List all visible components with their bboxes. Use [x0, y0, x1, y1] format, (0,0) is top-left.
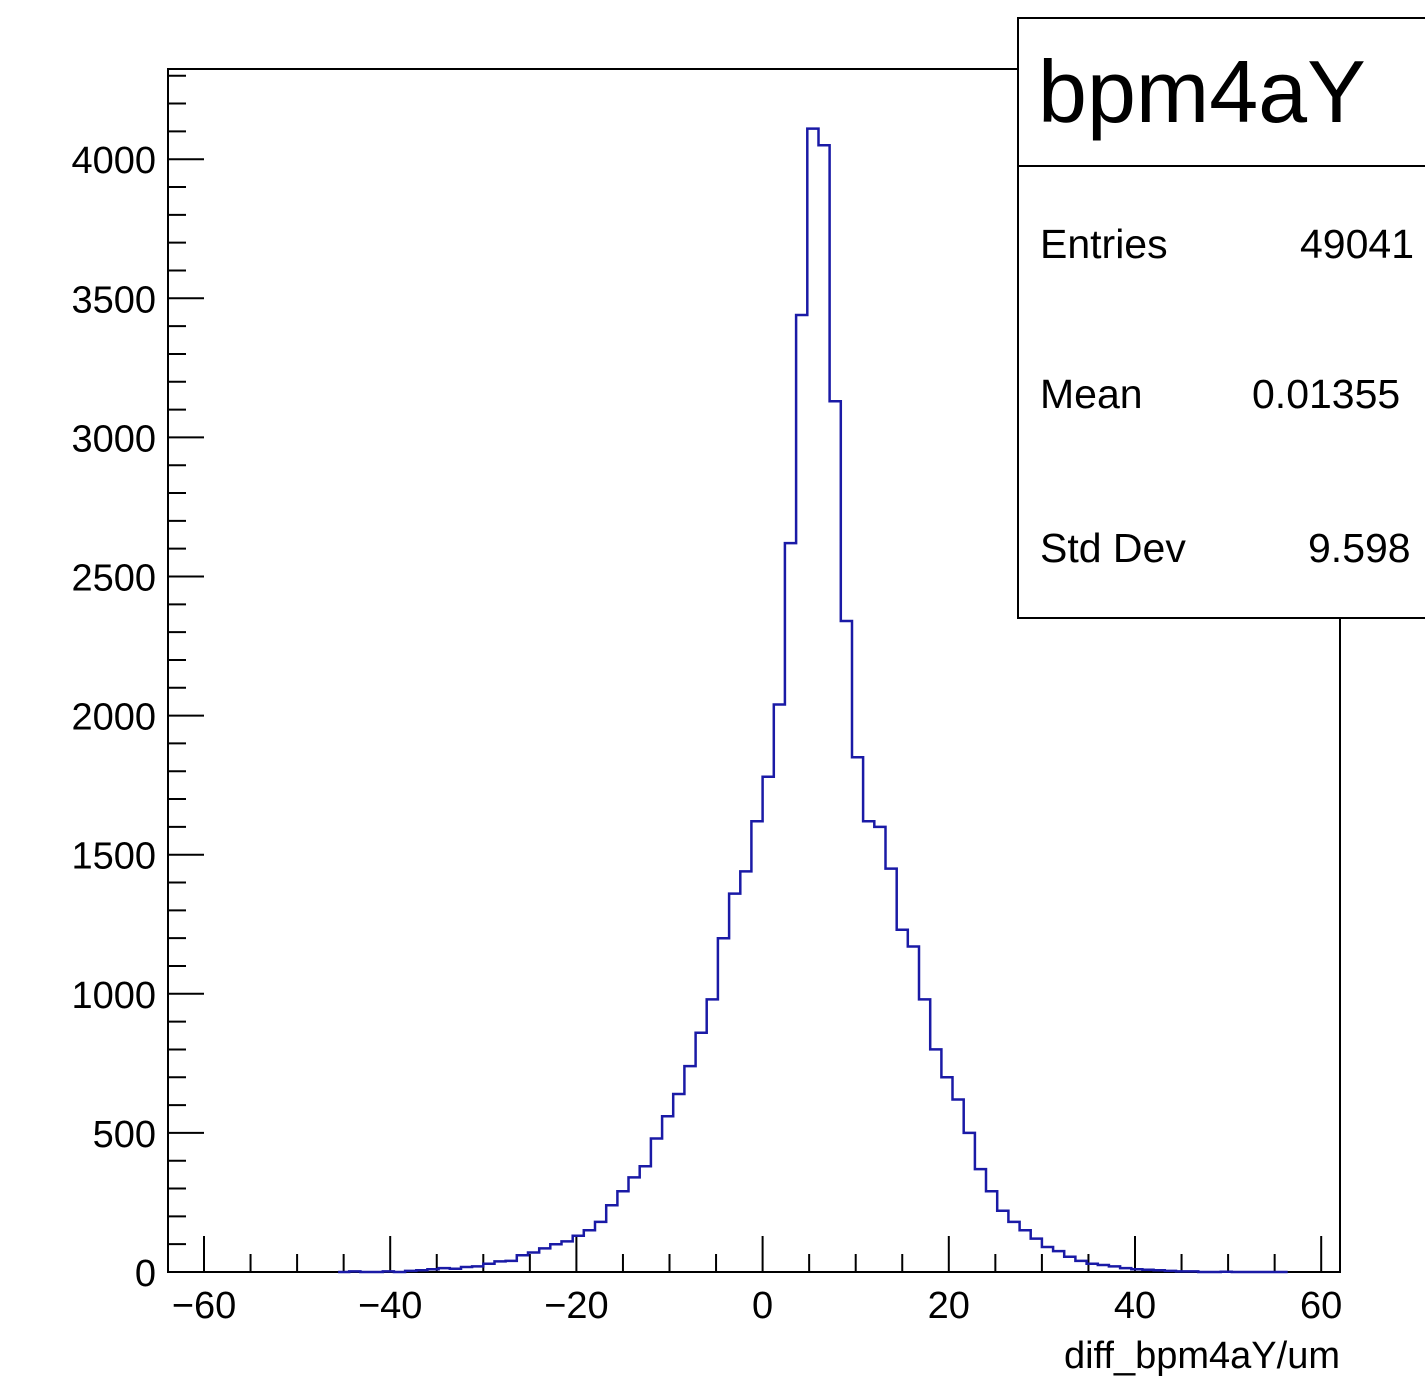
- stats-stddev-label: Std Dev: [1040, 525, 1186, 571]
- y-tick-label: 2500: [71, 558, 156, 600]
- y-tick-label: 500: [93, 1114, 156, 1156]
- y-tick-label: 0: [135, 1253, 156, 1295]
- y-axis-minor-ticks: [168, 74, 186, 1246]
- stats-box-frame: [1017, 17, 1425, 619]
- y-tick-label: 4000: [71, 140, 156, 182]
- stats-mean-label: Mean: [1040, 371, 1143, 417]
- y-axis-tick-labels: 0 500 1000 1500 2000 2500 3000 3500 4000: [71, 140, 156, 1295]
- x-tick-label: 40: [1114, 1285, 1156, 1327]
- y-tick-label: 1500: [71, 836, 156, 878]
- x-tick-label: −40: [358, 1285, 422, 1327]
- stats-stddev-value: 9.598: [1308, 525, 1411, 571]
- x-axis-major-ticks: [203, 1236, 1323, 1272]
- y-tick-label: 1000: [71, 975, 156, 1017]
- stats-box: bpm4aY Entries 49041 Mean 0.01355 Std De…: [1017, 17, 1425, 619]
- stats-entries-value: 49041: [1300, 221, 1414, 267]
- y-tick-label: 3500: [71, 279, 156, 321]
- x-axis-title: diff_bpm4aY/um: [1064, 1335, 1340, 1377]
- stats-entries-label: Entries: [1040, 221, 1168, 267]
- x-tick-label: 0: [752, 1285, 773, 1327]
- x-axis-tick-labels: −60 −40 −20 0 20 40 60: [172, 1285, 1343, 1327]
- plot-frame: [167, 68, 1341, 1273]
- stats-mean-value: 0.01355: [1252, 371, 1400, 417]
- stats-box-title: bpm4aY: [1038, 42, 1366, 141]
- x-tick-label: −20: [544, 1285, 608, 1327]
- x-tick-label: −60: [172, 1285, 236, 1327]
- x-tick-label: 20: [928, 1285, 970, 1327]
- x-tick-label: 60: [1300, 1285, 1342, 1327]
- histogram-series-line: [338, 127, 1288, 1274]
- y-tick-label: 3000: [71, 418, 156, 460]
- y-axis-major-ticks: [168, 158, 204, 1273]
- y-tick-label: 2000: [71, 697, 156, 739]
